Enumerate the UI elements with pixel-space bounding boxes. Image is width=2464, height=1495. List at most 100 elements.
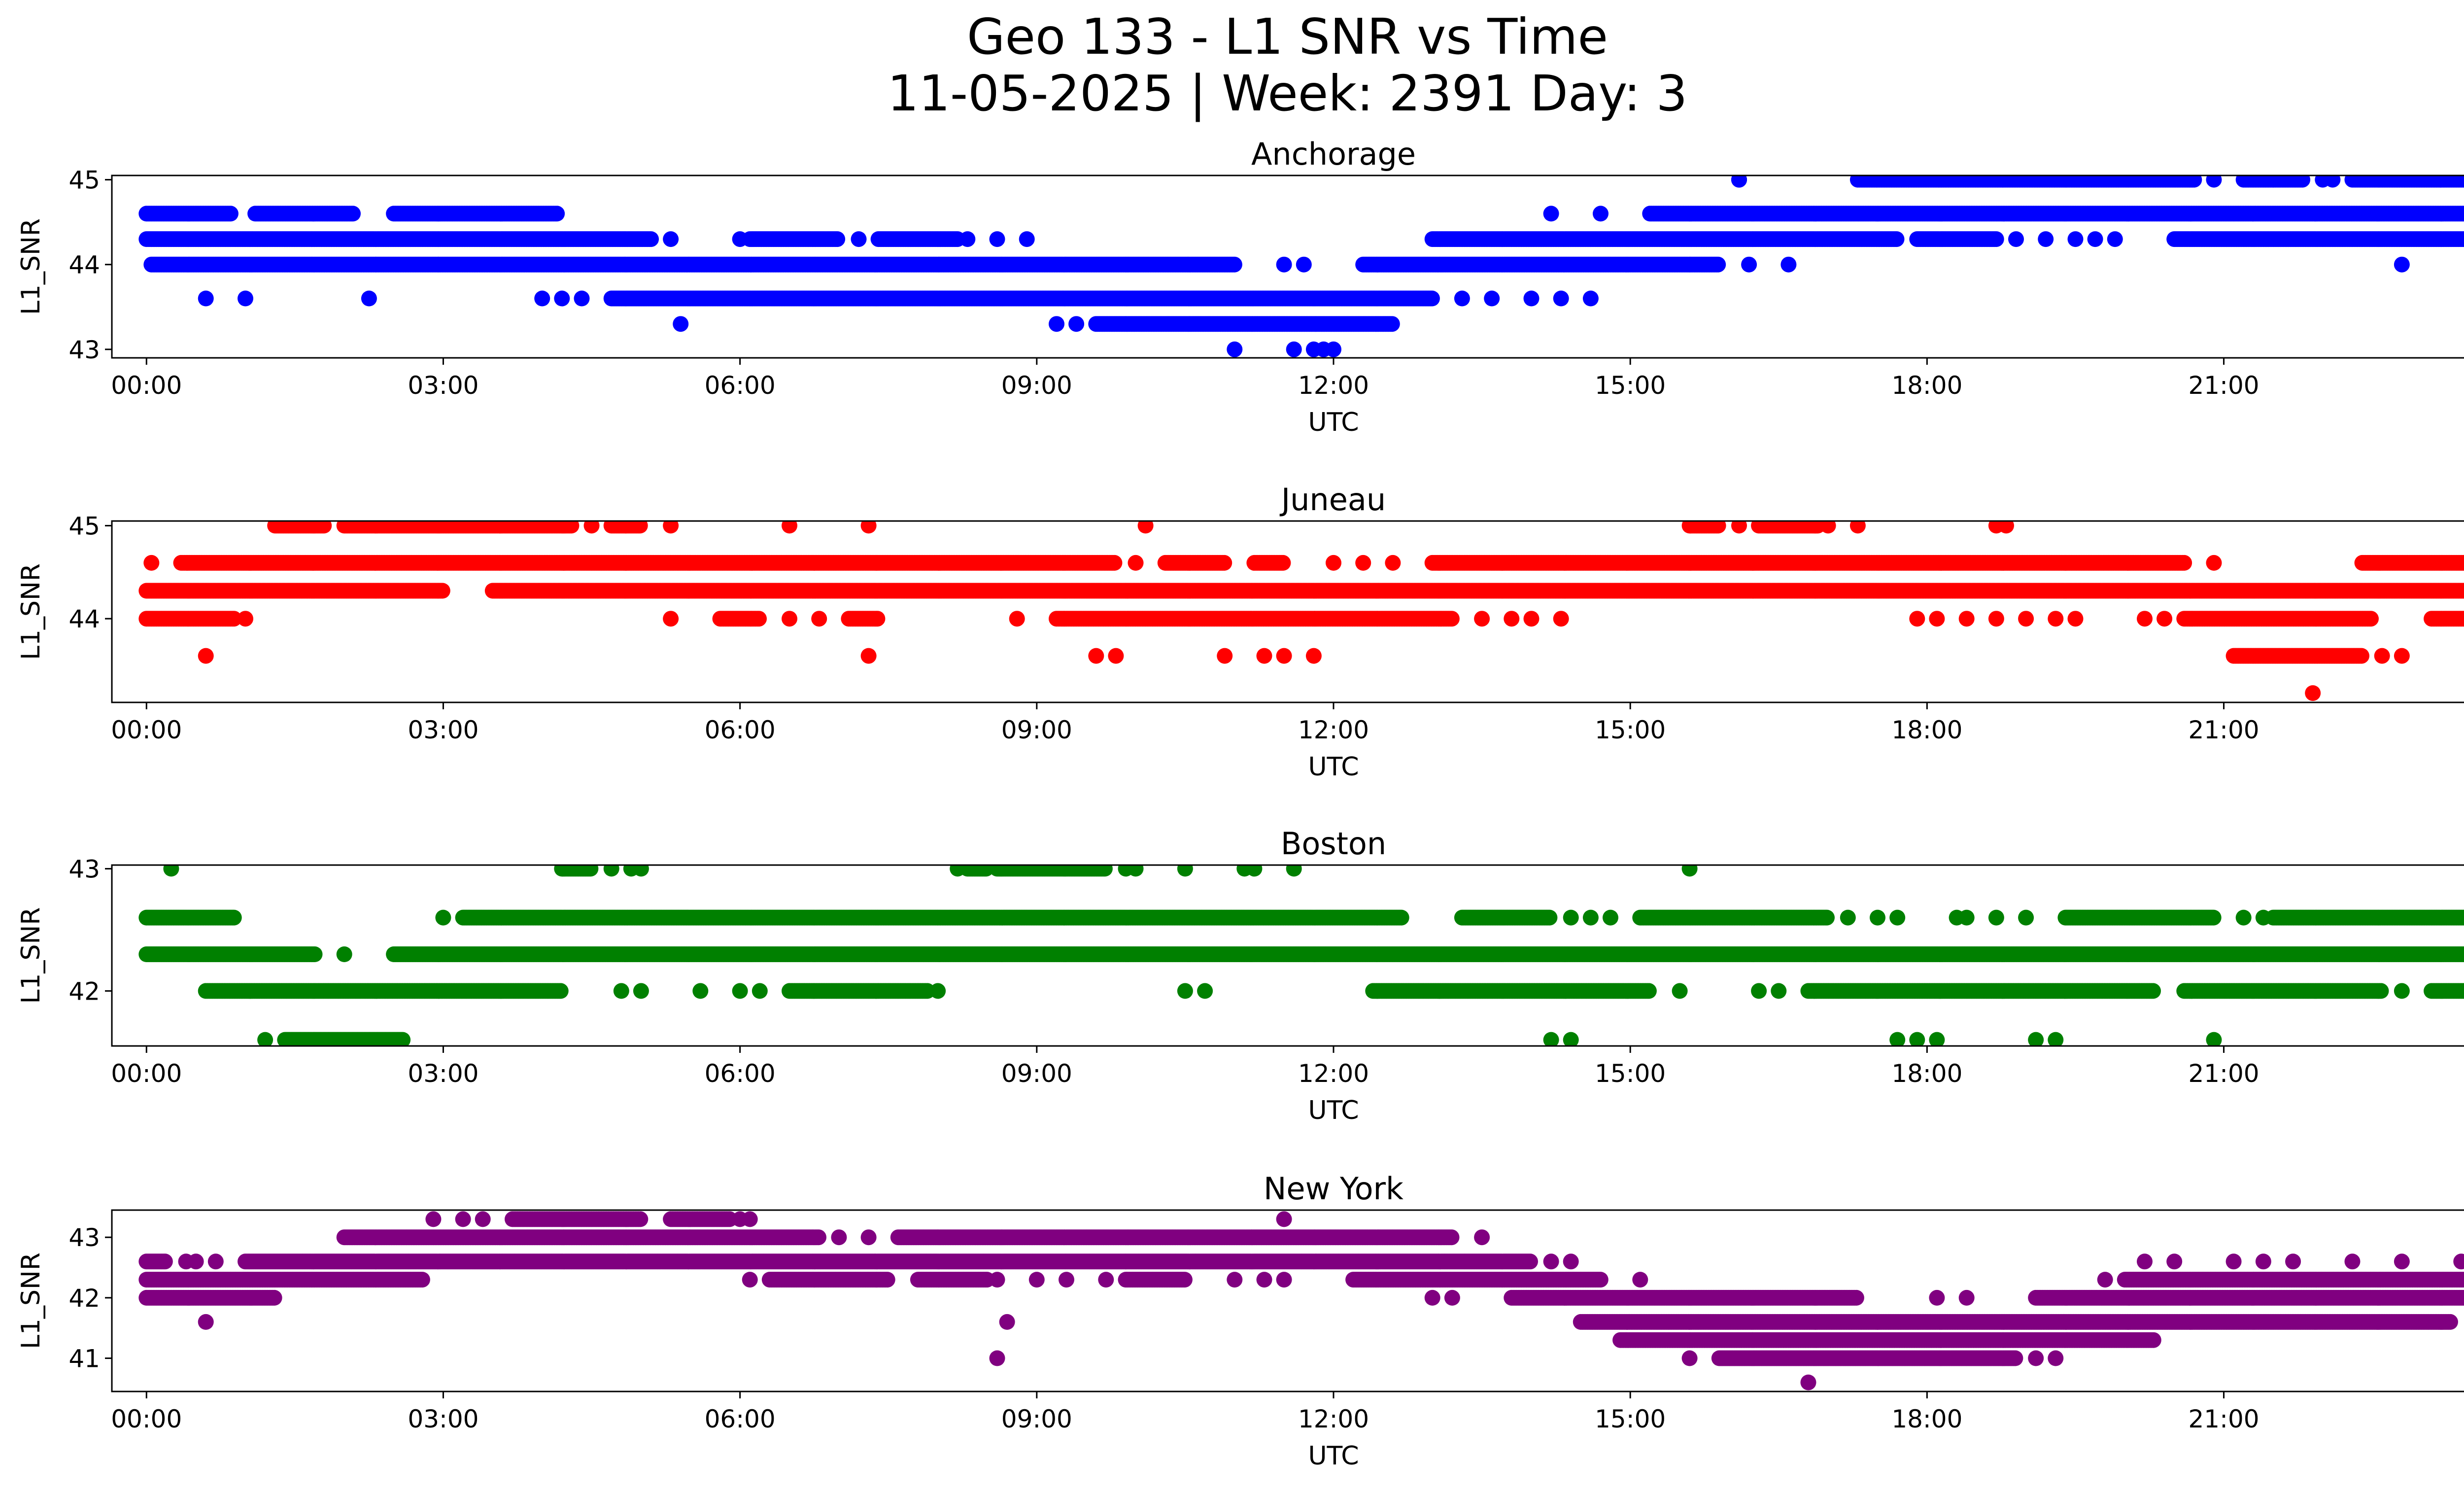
y-tick-label: 44 — [68, 251, 100, 279]
data-point — [2265, 175, 2281, 188]
data-point — [1227, 341, 1243, 357]
data-point — [534, 290, 550, 307]
data-point — [143, 555, 160, 571]
data-point — [673, 316, 689, 332]
x-tick-label: 03:00 — [408, 371, 479, 400]
data-point — [1593, 206, 1608, 222]
data-point — [1049, 316, 1064, 332]
data-point — [1710, 521, 1726, 534]
data-point — [851, 231, 867, 247]
data-point — [1849, 521, 1866, 534]
data-point — [2067, 231, 2084, 247]
data-point — [2186, 175, 2202, 188]
data-point — [345, 206, 361, 222]
data-point — [2008, 231, 2024, 247]
data-point — [2462, 234, 2464, 244]
chart-subtitle: 11-05-2025 | Week: 2391 Day: 3 — [887, 65, 1688, 122]
data-point — [1988, 231, 2004, 247]
data-point — [1780, 256, 1797, 273]
data-point — [554, 290, 570, 307]
data-point — [1484, 290, 1500, 307]
data-point — [2325, 175, 2341, 188]
data-point — [1286, 341, 1302, 357]
data-point — [1553, 290, 1569, 307]
data-point — [198, 290, 214, 307]
data-point — [1424, 290, 1440, 307]
data-point — [632, 521, 648, 534]
data-point — [1106, 555, 1123, 571]
chart-title: Geo 133 - L1 SNR vs Time — [967, 8, 1608, 66]
data-point — [574, 290, 590, 307]
data-point — [1068, 316, 1085, 332]
x-axis-label: UTC — [1308, 408, 1359, 437]
data-point — [1128, 555, 1144, 571]
x-tick-label: 18:00 — [1891, 371, 1962, 400]
data-point — [1326, 555, 1341, 571]
data-point — [643, 231, 659, 247]
x-tick-label: 09:00 — [1001, 371, 1072, 400]
data-point — [238, 290, 253, 307]
data-point — [1543, 206, 1559, 222]
data-point — [782, 521, 797, 534]
data-point — [1276, 256, 1292, 273]
data-point — [1275, 555, 1291, 571]
data-point — [2206, 175, 2222, 188]
data-point — [316, 521, 332, 534]
data-point — [1998, 521, 2014, 534]
data-point — [1710, 256, 1726, 273]
scatter-series-juneau — [138, 521, 2464, 701]
y-axis-label: L1_SNR — [16, 218, 46, 315]
data-point — [2294, 175, 2311, 188]
data-point — [829, 231, 846, 247]
data-point — [1226, 256, 1242, 273]
data-point — [549, 206, 565, 222]
data-point — [361, 290, 377, 307]
data-point — [2462, 175, 2464, 185]
data-point — [1384, 316, 1400, 332]
data-point — [860, 521, 877, 534]
y-tick-label: 43 — [68, 336, 100, 364]
data-point — [1019, 231, 1035, 247]
x-tick-label: 12:00 — [1298, 371, 1369, 400]
data-point — [989, 231, 1005, 247]
subplot-title-anchorage: Anchorage — [1251, 136, 1416, 172]
data-point — [1216, 555, 1232, 571]
scatter-series-anchorage — [138, 175, 2464, 357]
data-point — [563, 521, 580, 534]
x-tick-label: 15:00 — [1595, 371, 1666, 400]
x-tick-label: 06:00 — [705, 371, 776, 400]
data-point — [1137, 521, 1154, 534]
data-point — [1731, 175, 1747, 188]
data-point — [1326, 341, 1341, 357]
subplot-title-juneau: Juneau — [1279, 482, 1386, 518]
data-point — [1385, 555, 1401, 571]
data-point — [2087, 231, 2103, 247]
data-point — [1820, 521, 1836, 534]
data-point — [1731, 521, 1747, 534]
data-point — [663, 231, 679, 247]
data-point — [2462, 557, 2464, 568]
data-point — [2038, 231, 2054, 247]
data-point — [583, 521, 600, 534]
data-point — [2176, 555, 2192, 571]
data-point — [1741, 256, 1757, 273]
data-point — [959, 231, 976, 247]
data-point — [2394, 256, 2410, 273]
data-point — [2107, 231, 2123, 247]
x-tick-label: 21:00 — [2189, 371, 2259, 400]
data-point — [1355, 555, 1371, 571]
data-point — [222, 206, 239, 222]
data-point — [663, 521, 679, 534]
data-point — [732, 231, 748, 247]
y-tick-label: 45 — [68, 166, 100, 195]
data-point — [2461, 208, 2464, 220]
data-point — [1523, 290, 1540, 307]
data-point — [2463, 209, 2464, 218]
data-point — [1296, 256, 1312, 273]
data-point — [1582, 290, 1599, 307]
data-point — [2206, 555, 2222, 571]
data-point — [1888, 231, 1905, 247]
